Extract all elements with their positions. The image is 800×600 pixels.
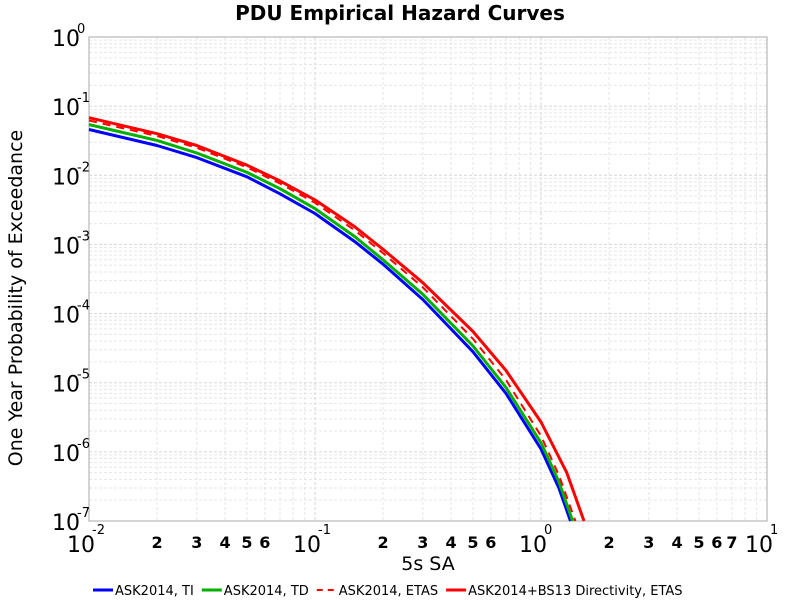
y-tick-label: 10-2 (52, 160, 90, 190)
x-minor-tick-label: 3 (643, 533, 654, 552)
y-tick-exponent: -6 (77, 437, 90, 452)
y-tick-base: 10 (52, 165, 80, 190)
y-tick-exponent: -4 (77, 299, 90, 314)
y-tick-label: 10-7 (52, 506, 90, 536)
y-tick-exponent: -3 (77, 229, 90, 244)
x-minor-tick-label: 6 (485, 533, 496, 552)
x-tick-label: 101 (745, 523, 778, 558)
x-tick-exponent: 1 (770, 523, 778, 538)
x-minor-tick-label: 2 (377, 533, 388, 552)
x-tick-label: 10-2 (67, 523, 105, 558)
y-tick-base: 10 (52, 304, 80, 329)
plot-area (88, 36, 768, 522)
x-minor-tick-label: 5 (467, 533, 478, 552)
grid (88, 37, 767, 522)
x-tick-exponent: -1 (318, 523, 331, 538)
y-tick-exponent: -2 (77, 160, 90, 175)
y-tick-exponent: -7 (77, 506, 90, 521)
x-tick-base: 10 (745, 533, 773, 558)
x-minor-tick-label: 4 (445, 533, 456, 552)
y-tick-label: 10-3 (52, 229, 90, 259)
x-minor-tick-label: 5 (241, 533, 252, 552)
y-tick-label: 10-5 (52, 368, 90, 398)
x-minor-tick-label: 6 (259, 533, 270, 552)
legend: ASK2014, TI ASK2014, TD ASK2014, ETAS ASK20… (93, 584, 683, 599)
y-tick-label: 10-4 (52, 299, 90, 329)
y-tick-label: 10-1 (52, 91, 90, 121)
series-line-4 (88, 116, 586, 522)
x-tick-base: 10 (293, 533, 321, 558)
y-tick-exponent: -5 (77, 368, 90, 383)
x-minor-tick-label: 3 (191, 533, 202, 552)
y-tick-base: 10 (52, 96, 80, 121)
y-tick-base: 10 (52, 511, 80, 536)
x-minor-tick-label: 4 (671, 533, 682, 552)
x-minor-tick-label: 3 (417, 533, 428, 552)
x-minor-tick-label: 4 (219, 533, 230, 552)
y-tick-base: 10 (52, 234, 80, 259)
series-line-1 (88, 128, 572, 522)
chart-title: PDU Empirical Hazard Curves (235, 1, 565, 25)
x-minor-tick-label: 2 (151, 533, 162, 552)
y-tick-base: 10 (52, 442, 80, 467)
x-tick-exponent: -2 (92, 523, 105, 538)
x-tick-label: 100 (519, 523, 552, 558)
series-line-2 (88, 123, 575, 522)
legend-label-2: ASK2014, TD (224, 584, 309, 599)
x-tick-base: 10 (67, 533, 95, 558)
x-minor-tick-label: 5 (693, 533, 704, 552)
x-minor-tick-label: 2 (603, 533, 614, 552)
x-tick-exponent: 0 (544, 523, 552, 538)
legend-label-1: ASK2014, TI (115, 584, 194, 599)
x-tick-label: 10-1 (293, 523, 331, 558)
legend-label-4: ASK2014+BS13 Directivity, ETAS (468, 584, 682, 599)
y-tick-exponent: -1 (77, 91, 90, 106)
x-axis-label: 5s SA (401, 553, 454, 575)
y-tick-exponent: 0 (77, 22, 85, 37)
series-lines (88, 116, 586, 522)
y-tick-base: 10 (52, 27, 80, 52)
y-tick-base: 10 (52, 373, 80, 398)
legend-label-3: ASK2014, ETAS (339, 584, 438, 599)
x-minor-tick-label: 7 (726, 533, 737, 552)
x-tick-base: 10 (519, 533, 547, 558)
series-line-3 (88, 119, 577, 522)
y-tick-label: 10-6 (52, 437, 90, 467)
y-axis-label: One Year Probability of Exceedance (5, 130, 27, 466)
y-tick-label: 100 (52, 22, 85, 52)
x-minor-tick-label: 6 (711, 533, 722, 552)
